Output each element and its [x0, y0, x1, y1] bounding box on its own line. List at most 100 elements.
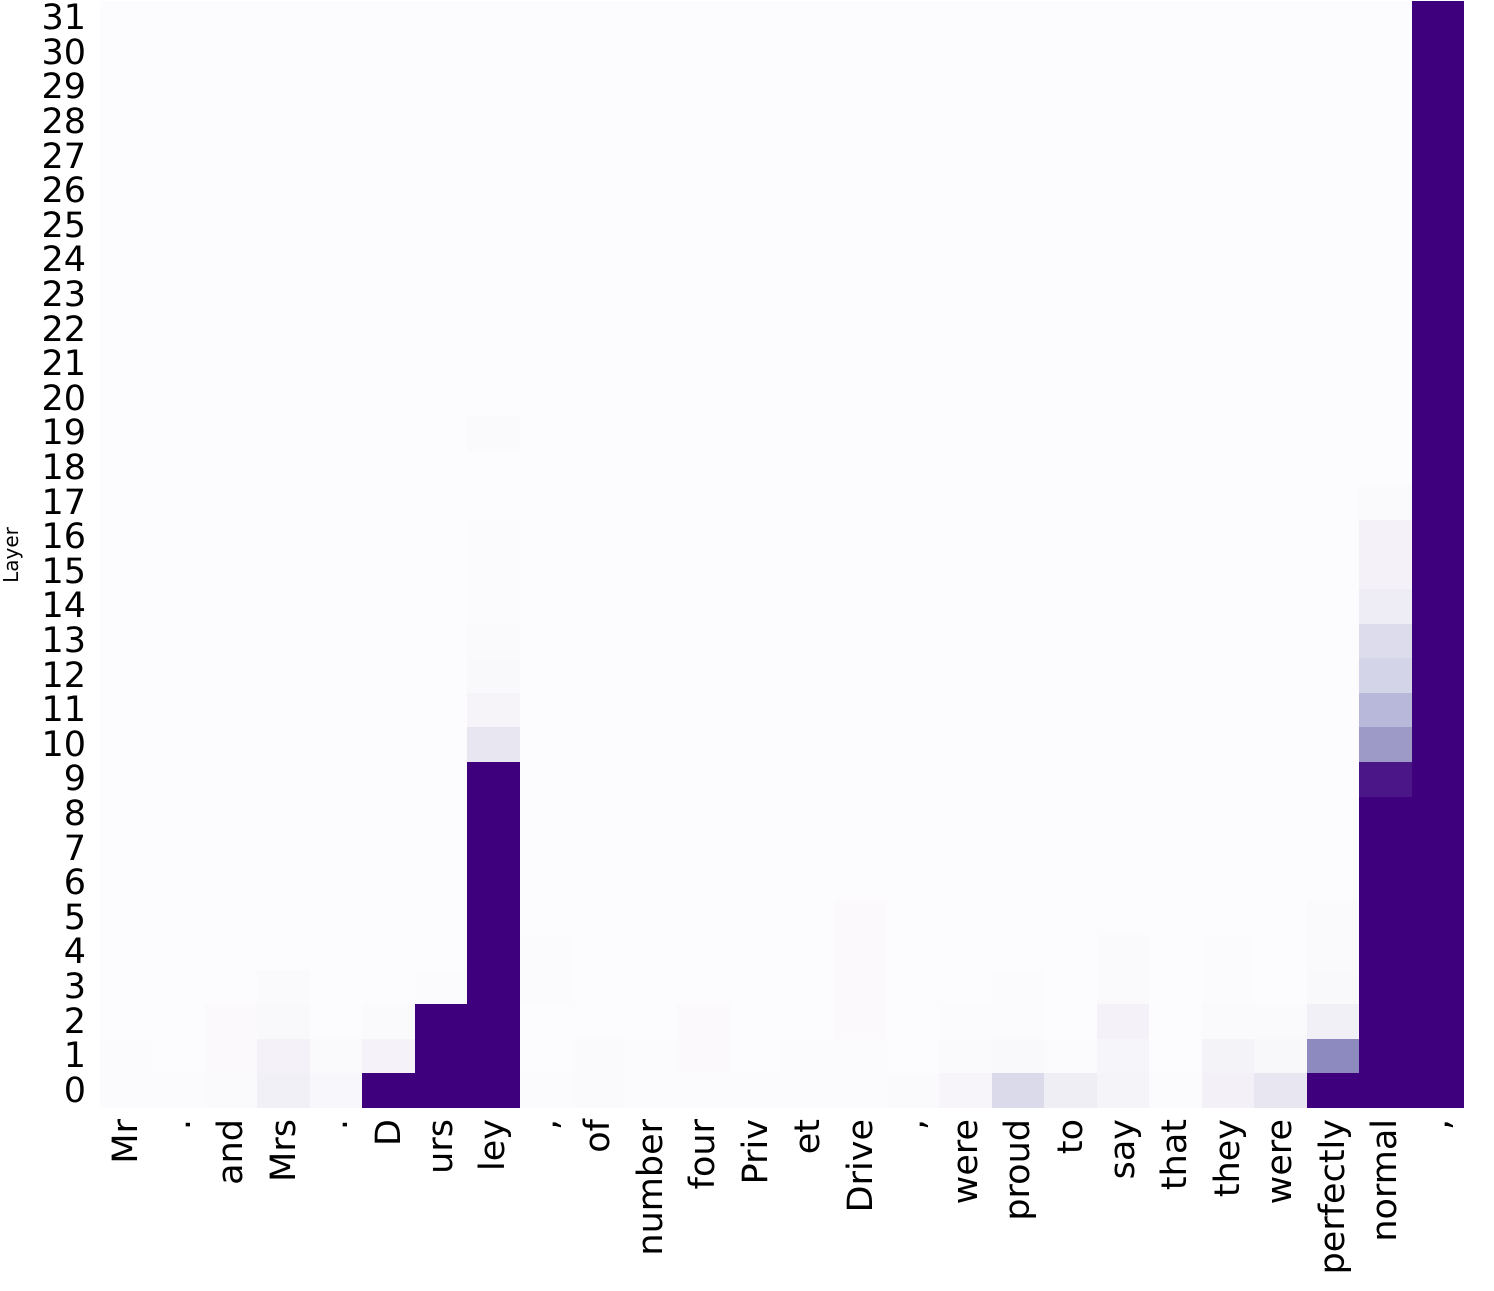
heatmap-cell	[205, 1073, 257, 1108]
heatmap-cell	[939, 1039, 992, 1073]
y-tick-label: 30	[41, 33, 86, 73]
heatmap-cell	[310, 1039, 362, 1073]
heatmap-cell	[467, 762, 520, 1108]
y-axis-label: Layer	[0, 527, 23, 583]
x-tick-label: and	[211, 1119, 251, 1185]
heatmap-cell	[834, 1039, 887, 1108]
heatmap-cell	[1307, 1004, 1359, 1039]
x-tick-label: of	[578, 1119, 618, 1153]
y-tick-label: 8	[63, 794, 86, 834]
heatmap-cell	[1097, 1073, 1149, 1108]
heatmap-cell	[677, 1073, 730, 1108]
y-tick-label: 20	[41, 379, 86, 419]
heatmap-cell	[1202, 935, 1254, 1004]
y-tick-label: 7	[63, 829, 86, 869]
heatmap-cell	[782, 1039, 834, 1108]
y-tick-label: 9	[63, 759, 86, 799]
heatmap-cell	[1307, 1039, 1359, 1073]
x-tick-label: ,	[1418, 1119, 1458, 1131]
heatmap-cell	[205, 1004, 257, 1073]
y-tick-label: 11	[41, 690, 86, 730]
heatmap-cell	[362, 1039, 415, 1073]
heatmap-cell	[257, 1039, 310, 1073]
heatmap-cell	[1359, 624, 1412, 658]
heatmap-cell	[1097, 1004, 1149, 1039]
heatmap-cell	[1044, 1073, 1097, 1108]
x-tick-label: normal	[1365, 1119, 1405, 1242]
heatmap-cell	[992, 1039, 1044, 1073]
heatmap-cell	[520, 1073, 572, 1108]
x-tick-label: number	[631, 1119, 671, 1256]
x-tick-label: Priv	[736, 1119, 776, 1185]
heatmap-cell	[1359, 485, 1412, 520]
heatmap-cell	[152, 1073, 205, 1108]
heatmap-cell	[310, 1073, 362, 1108]
heatmap-cell	[1097, 1039, 1149, 1073]
y-tick-label: 23	[41, 275, 86, 315]
x-tick-label: were	[1260, 1119, 1300, 1205]
heatmap-cell	[415, 1004, 467, 1108]
heatmap-cell	[1202, 1073, 1254, 1108]
x-tick-label: say	[1103, 1119, 1143, 1180]
y-tick-label: 28	[41, 102, 86, 142]
heatmap-cell	[415, 970, 467, 1004]
heatmap-cell	[1359, 762, 1412, 797]
x-tick-label: that	[1155, 1119, 1195, 1191]
x-tick-label: they	[1208, 1119, 1248, 1198]
heatmap-cell	[939, 1004, 992, 1039]
x-tick-label: perfectly	[1313, 1119, 1353, 1275]
heatmap-cell	[467, 624, 520, 658]
heatmap-cell	[1254, 1073, 1307, 1108]
heatmap-cell	[625, 1039, 677, 1108]
heatmap-cell	[572, 1039, 625, 1108]
x-tick-label: ley	[473, 1119, 513, 1171]
heatmap-cell	[467, 520, 520, 624]
heatmap-cell	[992, 970, 1044, 1039]
y-tick-label: 6	[63, 863, 86, 903]
heatmap-cell	[467, 727, 520, 762]
heatmap-cell	[834, 900, 887, 1039]
heatmap-cell	[257, 1073, 310, 1108]
x-tick-label: ,	[893, 1119, 933, 1131]
heatmap-cell	[257, 1004, 310, 1039]
heatmap-cell	[362, 1073, 415, 1108]
heatmap-cell	[1044, 1039, 1097, 1073]
x-tick-label: Mr	[106, 1119, 146, 1164]
y-tick-label: 4	[63, 932, 86, 972]
heatmap-cell	[1254, 1004, 1307, 1039]
y-tick-label: 3	[63, 967, 86, 1007]
heatmap-cell	[100, 1039, 152, 1108]
x-tick-label: proud	[998, 1119, 1038, 1221]
heatmap-cell	[1307, 900, 1359, 970]
y-tick-label: 17	[41, 483, 86, 523]
heatmap-cell	[992, 1073, 1044, 1108]
y-tick-label: 1	[63, 1036, 86, 1076]
heatmap-cell	[887, 1073, 939, 1108]
y-tick-label: 14	[41, 586, 86, 626]
heatmap-cell	[1359, 693, 1412, 727]
heatmap-plot	[100, 1, 1464, 1108]
y-tick-label: 16	[41, 517, 86, 557]
y-tick-label: 31	[41, 0, 86, 38]
y-tick-label: 22	[41, 310, 86, 350]
y-tick-label: 12	[41, 656, 86, 696]
x-tick-label: et	[788, 1119, 828, 1155]
x-tick-label: ,	[526, 1119, 566, 1131]
heatmap-cell	[1359, 589, 1412, 624]
y-tick-label: 5	[63, 898, 86, 938]
heatmap-cell	[1359, 797, 1412, 1108]
y-tick-label: 19	[41, 413, 86, 453]
y-tick-label: 10	[41, 725, 86, 765]
heatmap-cell	[1097, 935, 1149, 1004]
y-tick-label: 15	[41, 552, 86, 592]
x-tick-label: were	[946, 1119, 986, 1205]
heatmap-cell	[467, 693, 520, 727]
heatmap-cell	[1254, 1039, 1307, 1073]
heatmap-cell	[257, 970, 310, 1004]
heatmap-cell	[1149, 1073, 1202, 1108]
y-tick-label: 24	[41, 240, 86, 280]
x-tick-label: to	[1051, 1119, 1091, 1155]
heatmap-cell	[1307, 1073, 1359, 1108]
y-tick-label: 25	[41, 206, 86, 246]
heatmap-cell	[1359, 520, 1412, 589]
